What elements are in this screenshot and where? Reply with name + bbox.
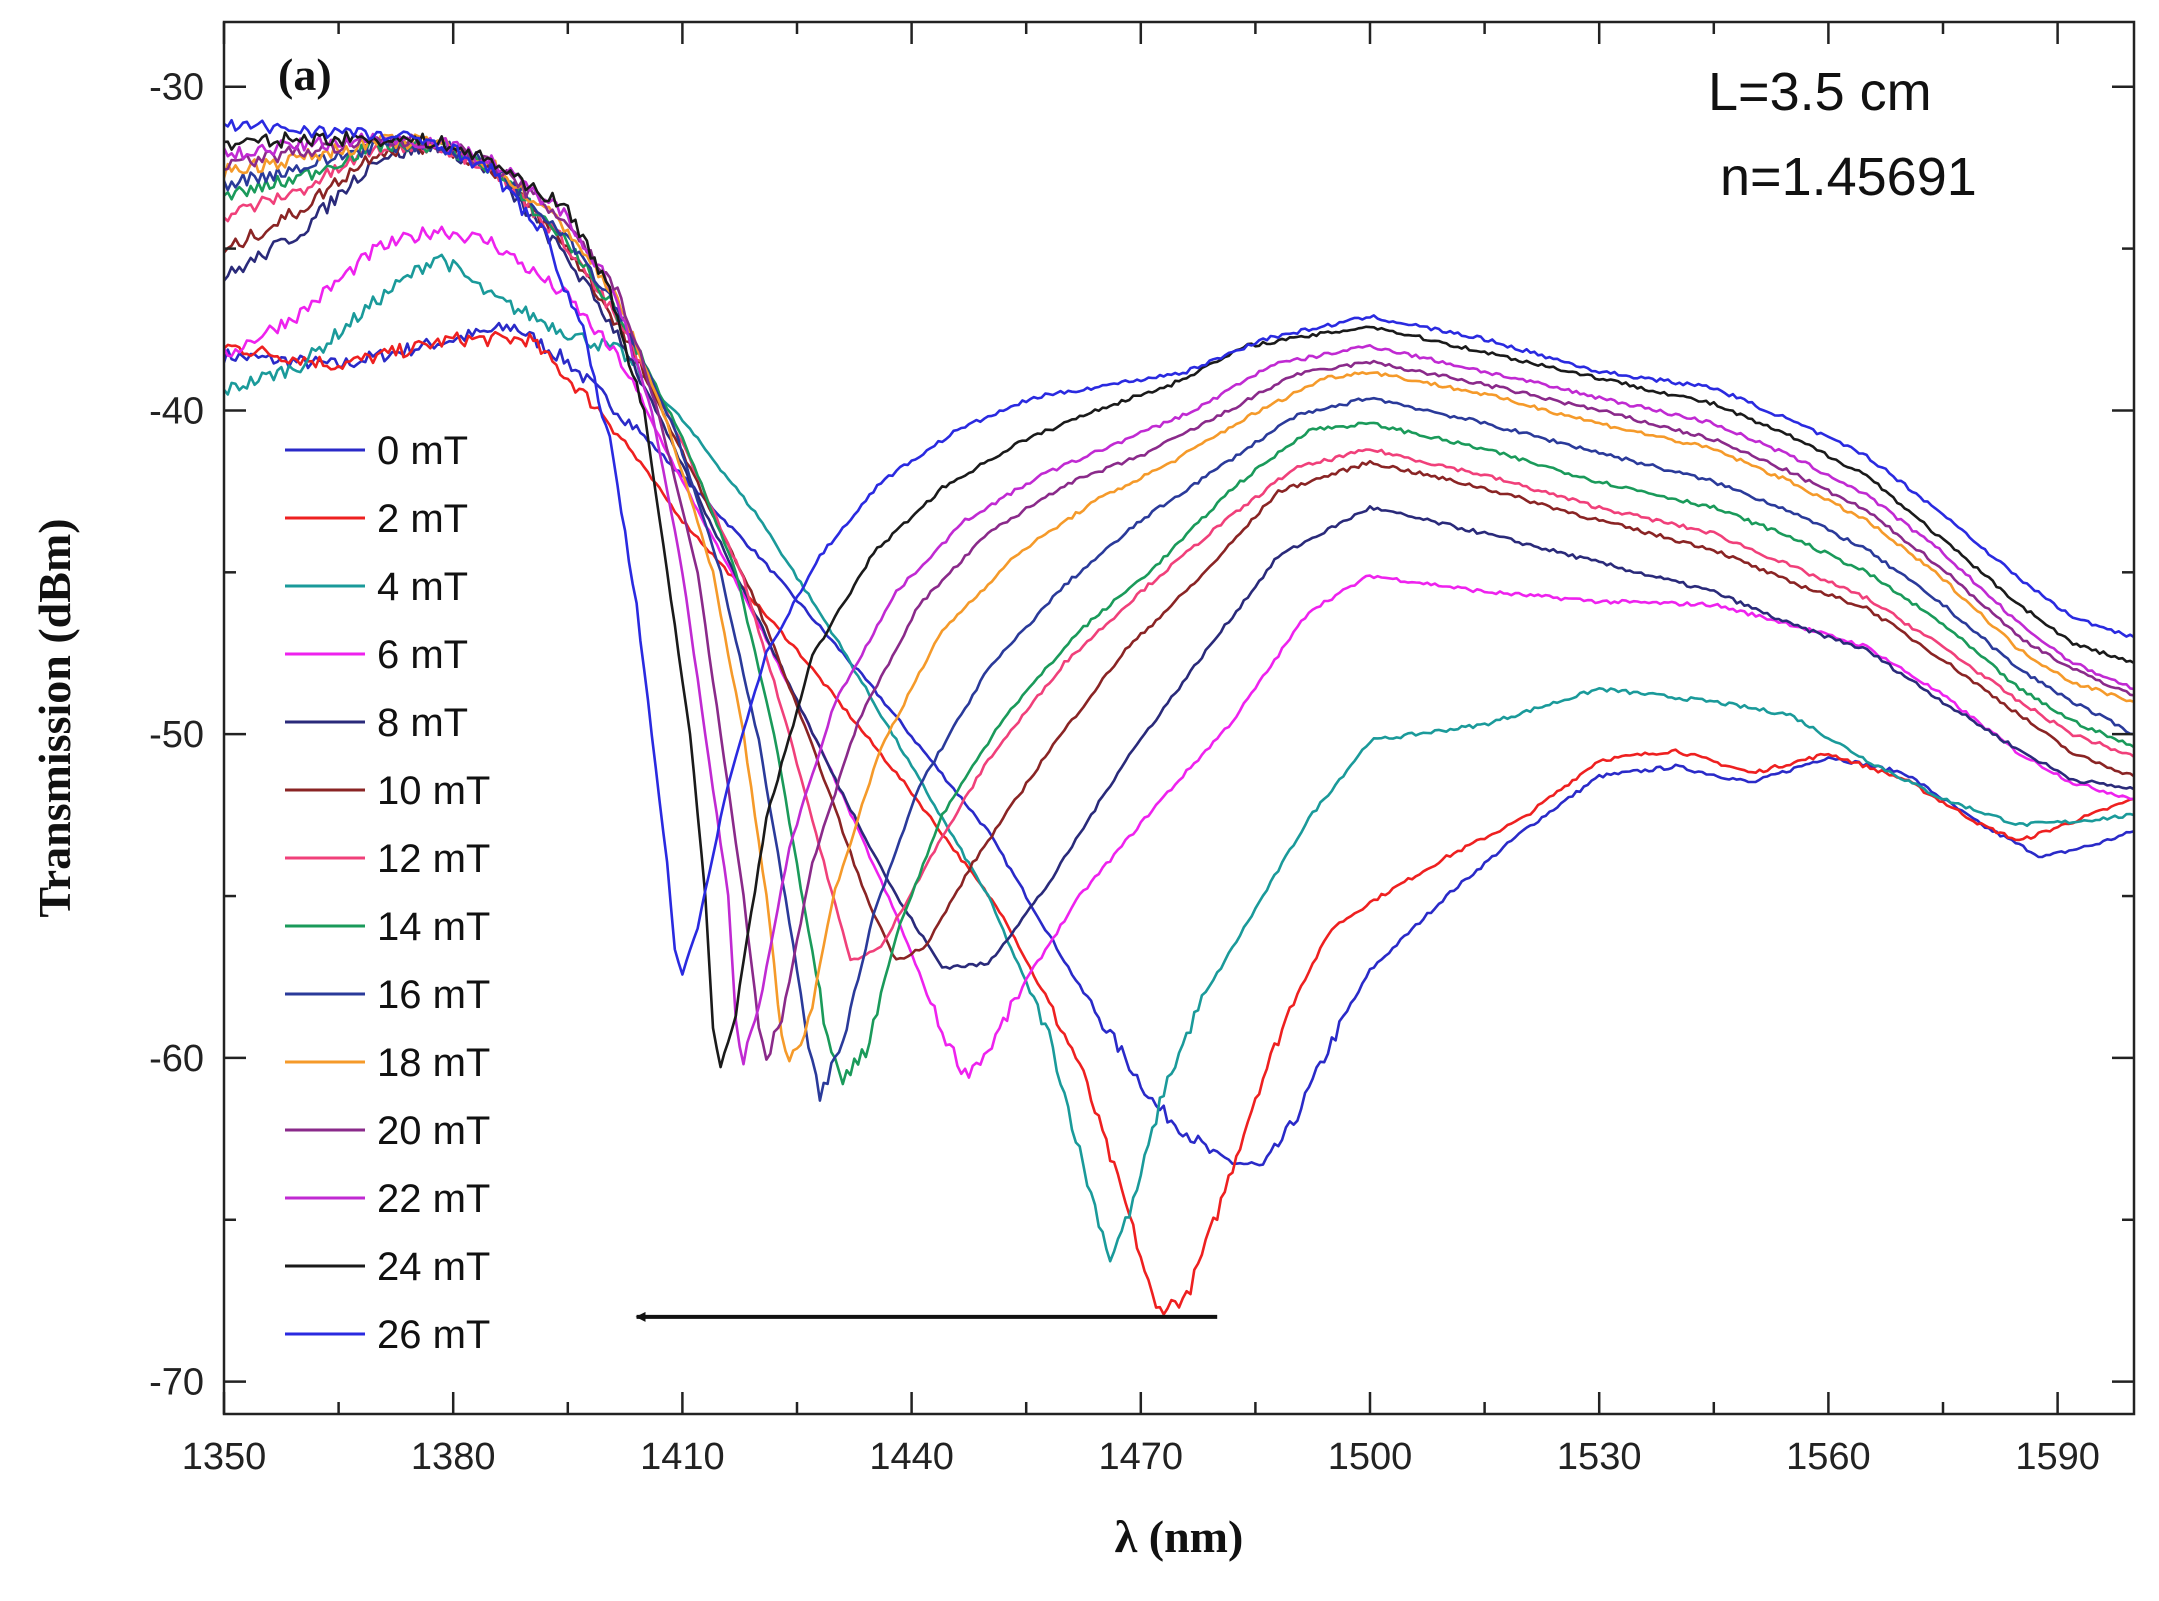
y-axis-title: Transmission (dBm) bbox=[29, 518, 80, 917]
x-tick-label: 1470 bbox=[1099, 1436, 1184, 1478]
legend-label: 10 mT bbox=[377, 769, 490, 813]
y-tick-label: -50 bbox=[149, 714, 204, 756]
x-tick-label: 1410 bbox=[640, 1436, 725, 1478]
legend: 0 mT 2 mT 4 mT 6 mT 8 mT 10 mT 12 mT 14 mT 16 mT… bbox=[285, 429, 490, 1357]
series-line-2-mt bbox=[224, 330, 2134, 1316]
x-tick-label: 1380 bbox=[411, 1436, 496, 1478]
legend-label: 6 mT bbox=[377, 633, 468, 677]
x-tick-label: 1560 bbox=[1786, 1436, 1871, 1478]
y-tick-label: -70 bbox=[149, 1362, 204, 1404]
series-line-24-mt bbox=[224, 130, 2134, 1069]
x-tick-label: 1350 bbox=[182, 1436, 267, 1478]
series-line-18-mt bbox=[224, 133, 2134, 1063]
y-tick-label: -40 bbox=[149, 390, 204, 432]
legend-label: 12 mT bbox=[377, 837, 490, 881]
annotation-index: n=1.45691 bbox=[1720, 147, 1977, 207]
legend-label: 18 mT bbox=[377, 1041, 490, 1085]
panel-label: (a) bbox=[278, 49, 332, 100]
x-tick-label: 1530 bbox=[1557, 1436, 1642, 1478]
annotation-length: L=3.5 cm bbox=[1708, 62, 1932, 122]
plot-frame bbox=[222, 20, 2136, 1416]
legend-label: 8 mT bbox=[377, 701, 468, 745]
series-line-22-mt bbox=[224, 132, 2134, 1066]
y-tick-label: -60 bbox=[149, 1038, 204, 1080]
series-layer bbox=[224, 118, 2134, 1316]
legend-label: 4 mT bbox=[377, 565, 468, 609]
legend-label: 26 mT bbox=[377, 1313, 490, 1357]
x-axis-title: λ (nm) bbox=[1115, 1511, 1244, 1562]
series-line-0-mt bbox=[224, 321, 2134, 1167]
x-tick-label: 1590 bbox=[2015, 1436, 2100, 1478]
ticks-layer: 1350 1380 1410 1440 1470 1500 1530 1560 1590 -30 -… bbox=[149, 22, 2134, 1478]
series-line-26-mt bbox=[224, 118, 2134, 976]
series-line-12-mt bbox=[224, 139, 2134, 962]
legend-label: 2 mT bbox=[377, 497, 468, 541]
series-line-4-mt bbox=[224, 253, 2134, 1263]
legend-label: 14 mT bbox=[377, 905, 490, 949]
x-tick-label: 1500 bbox=[1328, 1436, 1413, 1478]
legend-label: 24 mT bbox=[377, 1245, 490, 1289]
x-tick-label: 1440 bbox=[869, 1436, 954, 1478]
legend-label: 20 mT bbox=[377, 1109, 490, 1153]
series-line-16-mt bbox=[224, 136, 2134, 1102]
legend-label: 0 mT bbox=[377, 429, 468, 473]
legend-label: 16 mT bbox=[377, 973, 490, 1017]
legend-label: 22 mT bbox=[377, 1177, 490, 1221]
y-tick-label: -30 bbox=[149, 67, 204, 109]
